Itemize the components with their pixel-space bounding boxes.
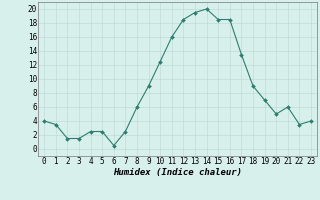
X-axis label: Humidex (Indice chaleur): Humidex (Indice chaleur) [113,168,242,177]
